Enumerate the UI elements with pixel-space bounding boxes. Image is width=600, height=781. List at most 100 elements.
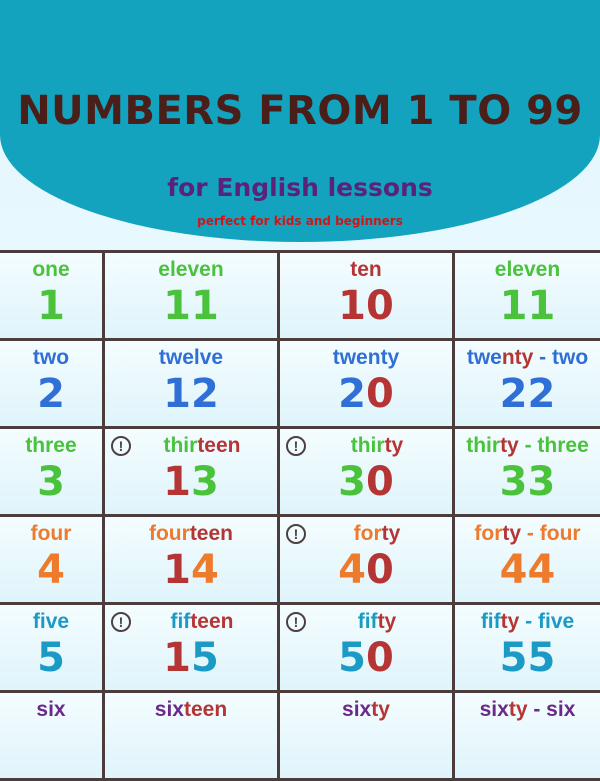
number-digits: 15	[163, 634, 219, 682]
number-cell: ! fifteen 15	[105, 605, 280, 693]
header: NUMBERS FROM 1 TO 99 for English lessons…	[0, 0, 600, 250]
title-banner	[0, 0, 600, 242]
number-digits: 30	[338, 458, 394, 506]
number-digits: 2	[37, 370, 65, 418]
number-word-segment: teen	[190, 610, 234, 633]
number-digits-segment: 3	[37, 459, 65, 505]
number-word: thirty - three	[466, 433, 589, 458]
number-word-segment: four	[30, 522, 72, 545]
number-word-segment: nty	[501, 346, 534, 369]
number-digits: 12	[163, 370, 219, 418]
number-word-segment: - six	[527, 698, 576, 721]
number-cell: twenty 20	[280, 341, 455, 429]
number-cell: three 3	[0, 429, 105, 517]
number-word: sixty	[342, 697, 390, 722]
exclamation-circle-icon: !	[111, 612, 131, 632]
number-digits: 50	[338, 634, 394, 682]
number-word: fifty	[336, 609, 397, 634]
number-digits-segment: 1	[338, 283, 366, 329]
number-digits-segment: 1	[163, 547, 191, 593]
number-word-segment: teen	[184, 698, 228, 721]
number-word-segment: six	[479, 698, 509, 721]
number-cell: ten 10	[280, 253, 455, 341]
number-digits-segment: 0	[366, 371, 394, 417]
number-word-segment: two	[32, 346, 70, 369]
number-digits-segment: 33	[499, 459, 556, 505]
number-digits-segment: 4	[37, 547, 65, 593]
number-word-segment: fif	[170, 610, 191, 633]
number-digits-segment: 0	[366, 283, 394, 329]
number-digits-segment: 0	[366, 635, 394, 681]
number-cell: five 5	[0, 605, 105, 693]
number-word-segment: thir	[466, 434, 501, 457]
number-word-segment: twenty	[332, 346, 400, 369]
number-word-segment: ty	[502, 522, 522, 545]
number-digits: 55	[500, 634, 556, 682]
number-digits-segment: 0	[366, 459, 394, 505]
number-digits-segment: 4	[191, 547, 219, 593]
number-word-segment: ty	[500, 434, 519, 457]
number-cell: one 1	[0, 253, 105, 341]
number-word-segment: six	[342, 698, 372, 721]
number-digits-segment: 1	[163, 635, 191, 681]
number-word-segment: ty	[371, 698, 390, 721]
number-digits-segment: 2	[37, 371, 65, 417]
number-word-segment: six	[154, 698, 184, 721]
number-word: twenty	[333, 345, 400, 370]
number-word: ten	[350, 257, 382, 282]
exclamation-circle-icon: !	[111, 436, 131, 456]
number-cell: sixty	[280, 693, 455, 781]
number-word-segment: - four	[521, 522, 581, 545]
number-word: twelve	[159, 345, 223, 370]
number-word-segment: - five	[519, 610, 575, 633]
number-digits: 22	[500, 370, 556, 418]
number-word-segment: thir	[350, 434, 385, 457]
number-cell: eleven 11	[455, 253, 600, 341]
number-digits-segment: 22	[499, 371, 556, 417]
number-word: two	[33, 345, 69, 370]
number-word-segment: twelve	[158, 346, 224, 369]
exclamation-circle-icon: !	[286, 436, 306, 456]
number-word: three	[25, 433, 76, 458]
number-digits: 11	[500, 282, 556, 330]
number-word-segment: fif	[480, 610, 501, 633]
number-cell: four 4	[0, 517, 105, 605]
number-word-segment: six	[36, 698, 66, 721]
number-cell: forty - four 44	[455, 517, 600, 605]
number-digits: 13	[163, 458, 219, 506]
number-word-segment: five	[32, 610, 70, 633]
number-cell: ! fifty 50	[280, 605, 455, 693]
number-digits-segment: 4	[338, 547, 366, 593]
number-cell: sixteen	[105, 693, 280, 781]
number-word: forty	[332, 521, 401, 546]
numbers-grid: one 1 eleven 11 ten 10 eleven 11 two 2 twelve 12 twe…	[0, 250, 600, 781]
number-word: six	[36, 697, 65, 722]
number-word-segment: three	[25, 434, 77, 457]
number-digits: 1	[37, 282, 65, 330]
number-digits-segment: 3	[338, 459, 366, 505]
exclamation-circle-icon: !	[286, 524, 306, 544]
exclamation-circle-icon: !	[286, 612, 306, 632]
number-cell: ! thirteen 13	[105, 429, 280, 517]
number-digits-segment: 3	[191, 459, 219, 505]
number-word-segment: fif	[357, 610, 378, 633]
number-word-segment: one	[32, 258, 70, 281]
number-cell: six	[0, 693, 105, 781]
number-digits-segment: 0	[366, 547, 394, 593]
number-word-segment: ty	[377, 610, 397, 633]
tagline: perfect for kids and beginners	[197, 214, 403, 228]
number-digits: 20	[338, 370, 394, 418]
number-word: twenty - two	[467, 345, 588, 370]
number-word-segment: - three	[518, 434, 589, 457]
number-cell: fourteen 14	[105, 517, 280, 605]
number-word-segment: ty	[381, 522, 401, 545]
number-word-segment: ty	[500, 610, 520, 633]
number-cell: two 2	[0, 341, 105, 429]
number-word-segment: teen	[197, 434, 241, 457]
number-digits: 10	[338, 282, 394, 330]
number-cell: eleven 11	[105, 253, 280, 341]
number-digits: 5	[37, 634, 65, 682]
number-digits-segment: 11	[163, 283, 219, 329]
number-word-segment: twe	[466, 346, 502, 369]
page-title: NUMBERS FROM 1 TO 99	[17, 88, 583, 134]
